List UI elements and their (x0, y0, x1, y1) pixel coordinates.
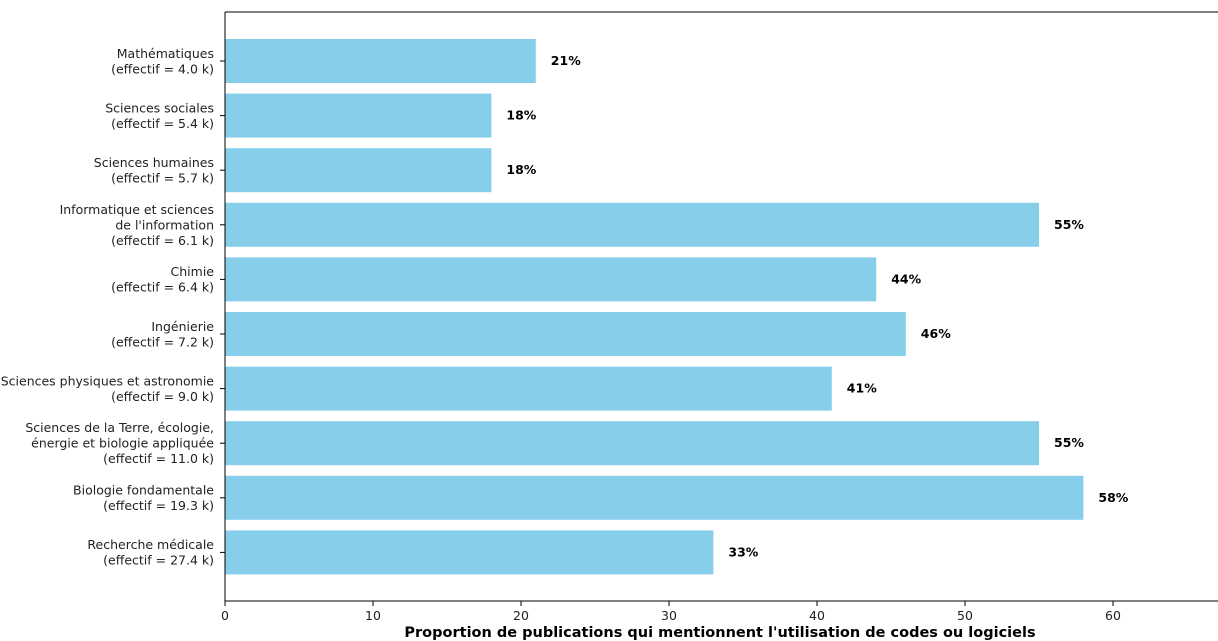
data-label: 55% (1054, 435, 1084, 450)
category-label: Recherche médicale (effectif = 27.4 k) (87, 537, 214, 568)
data-label: 33% (728, 544, 758, 559)
category-label-line: Ingénierie (151, 319, 214, 334)
category-label: Biologie fondamentale (effectif = 19.3 k) (73, 483, 214, 514)
data-label: 18% (506, 108, 536, 123)
bar (225, 93, 492, 138)
category-label: Sciences humaines (effectif = 5.7 k) (94, 155, 214, 186)
category-label-line: (effectif = 7.2 k) (111, 334, 214, 349)
bar (225, 202, 1039, 247)
bar (225, 312, 906, 356)
x-tick-label: 0 (221, 608, 229, 623)
category-label-line: Sciences physiques et astronomie (1, 373, 215, 388)
category-label: Ingénierie (effectif = 7.2 k) (111, 319, 214, 350)
data-label: 46% (921, 326, 951, 341)
category-label-line: Chimie (171, 264, 215, 279)
data-label: 18% (506, 162, 536, 177)
x-tick-label: 30 (661, 608, 677, 623)
category-labels: Mathématiques (effectif = 4.0 k) Sciences … (1, 46, 225, 568)
data-label: 55% (1054, 217, 1084, 232)
category-label-line: énergie et biologie appliquée (31, 436, 214, 451)
category-label-line: (effectif = 5.7 k) (111, 170, 214, 185)
category-label: Informatique et sciences de l'information… (60, 202, 214, 248)
category-label-line: (effectif = 6.4 k) (111, 280, 214, 295)
category-label-line: Recherche médicale (87, 537, 214, 552)
data-label: 41% (847, 381, 877, 396)
category-label-line: (effectif = 5.4 k) (111, 116, 214, 131)
category-label: Mathématiques (effectif = 4.0 k) (111, 46, 214, 77)
category-label-line: (effectif = 9.0 k) (111, 389, 214, 404)
category-label-line: Sciences de la Terre, écologie, (25, 420, 214, 435)
data-label: 44% (891, 271, 921, 286)
category-label: Sciences physiques et astronomie (effecti… (1, 373, 215, 404)
bar (225, 530, 714, 575)
bar (225, 421, 1039, 466)
category-label: Sciences de la Terre, écologie, énergie e… (25, 420, 214, 466)
category-label-line: Sciences sociales (105, 100, 214, 115)
category-label-line: Mathématiques (117, 46, 214, 61)
x-tick-label: 10 (365, 608, 381, 623)
data-labels: 21% 18% 18% 55% 44% 46% 41% 55% 58% 33% (506, 53, 1128, 559)
x-tick-label: 40 (809, 608, 825, 623)
category-label-line: (effectif = 11.0 k) (103, 451, 214, 466)
x-tick-label: 50 (957, 608, 973, 623)
x-tick-label: 20 (513, 608, 529, 623)
category-label-line: Biologie fondamentale (73, 483, 214, 498)
x-tick-label: 60 (1105, 608, 1121, 623)
category-label-line: (effectif = 19.3 k) (103, 498, 214, 513)
bar (225, 148, 492, 193)
category-label: Sciences sociales (effectif = 5.4 k) (105, 100, 214, 131)
bar (225, 39, 536, 83)
x-ticks: 0 10 20 30 40 50 60 (221, 601, 1121, 623)
category-label-line: de l'information (115, 217, 214, 232)
x-axis-label: Proportion de publications qui mentionne… (404, 625, 1035, 641)
category-label-line: Informatique et sciences (60, 202, 214, 217)
category-label-line: (effectif = 27.4 k) (103, 553, 214, 568)
data-label: 21% (551, 53, 581, 68)
category-label-line: Sciences humaines (94, 155, 214, 170)
data-label: 58% (1098, 490, 1128, 505)
category-label: Chimie (effectif = 6.4 k) (111, 264, 214, 295)
category-label-line: (effectif = 4.0 k) (111, 61, 214, 76)
bars-group (225, 39, 1084, 575)
bar (225, 475, 1084, 520)
category-label-line: (effectif = 6.1 k) (111, 233, 214, 248)
bar (225, 257, 877, 302)
axes (224, 11, 1218, 602)
bar (225, 366, 832, 411)
